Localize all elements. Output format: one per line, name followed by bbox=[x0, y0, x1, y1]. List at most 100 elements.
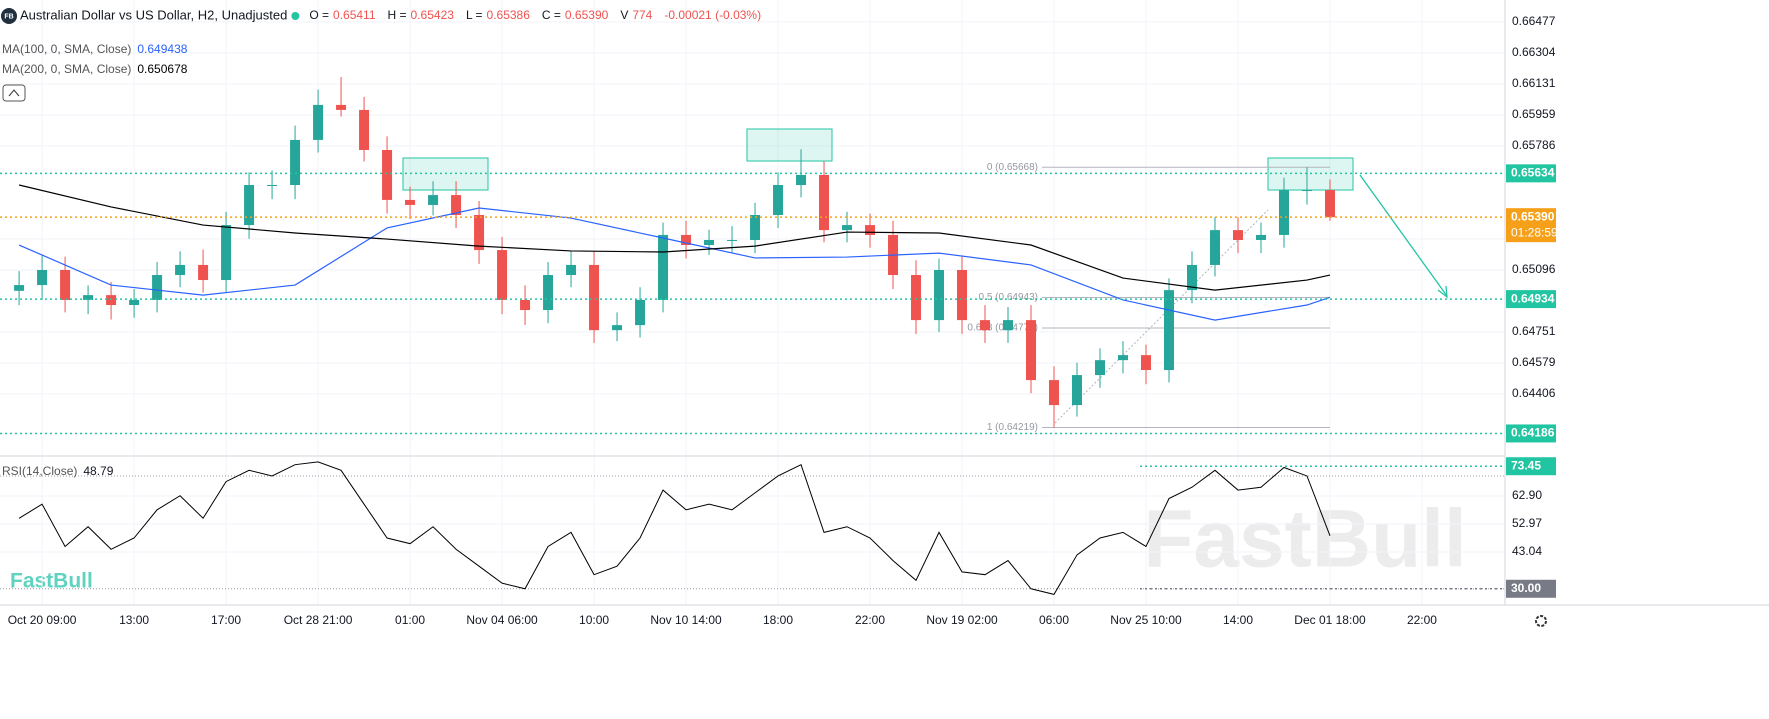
price-label-box bbox=[1506, 424, 1556, 443]
candle-body bbox=[267, 185, 278, 187]
candle-body bbox=[520, 299, 531, 311]
candle-body bbox=[773, 185, 784, 216]
fib-label: 0.5 (0.64943) bbox=[979, 292, 1039, 303]
candle-body bbox=[589, 264, 600, 331]
y-tick-label: 43.04 bbox=[1512, 544, 1542, 558]
candle-body bbox=[865, 225, 876, 235]
x-tick-label: Nov 25 10:00 bbox=[1110, 613, 1182, 627]
candle-body bbox=[290, 139, 301, 186]
legend-name: MA(200, 0, SMA, Close) bbox=[2, 62, 131, 76]
y-tick-label: 0.64579 bbox=[1512, 355, 1556, 369]
rsi-line bbox=[18, 461, 1331, 595]
price-label: 0.64186 bbox=[1511, 426, 1555, 440]
candle-body bbox=[451, 195, 462, 216]
x-tick-label: 17:00 bbox=[211, 613, 241, 627]
collapse-button[interactable] bbox=[2, 84, 26, 102]
y-tick-label: 0.65959 bbox=[1512, 107, 1556, 121]
x-tick-label: 01:00 bbox=[395, 613, 425, 627]
quote-key: O = bbox=[309, 8, 329, 22]
y-tick-label: 0.66477 bbox=[1512, 14, 1556, 28]
price-label: 30.00 bbox=[1511, 581, 1541, 595]
price-label-box bbox=[1506, 164, 1556, 183]
candle-body bbox=[405, 199, 416, 205]
x-tick-label: Nov 04 06:00 bbox=[466, 613, 538, 627]
price-label-box bbox=[1506, 290, 1556, 309]
y-tick-label: 52.97 bbox=[1512, 516, 1542, 530]
candle-body bbox=[60, 269, 71, 300]
chart-title: Australian Dollar vs US Dollar, H2, Unad… bbox=[20, 7, 287, 22]
candle-body bbox=[1026, 320, 1037, 381]
fib-label: 0.618 (0.64773) bbox=[967, 323, 1038, 334]
quote-value: 774 bbox=[632, 8, 652, 22]
candle-body bbox=[152, 275, 163, 300]
candle-body bbox=[175, 264, 186, 276]
candle-body bbox=[934, 269, 945, 321]
y-tick-label: 0.66131 bbox=[1512, 76, 1556, 90]
x-tick-label: Oct 28 21:00 bbox=[284, 613, 353, 627]
y-tick-label: 0.65786 bbox=[1512, 138, 1556, 152]
quote-key: L = bbox=[466, 8, 483, 22]
badge-text: FB bbox=[4, 13, 13, 20]
arrow-head bbox=[1437, 285, 1448, 299]
candle-body bbox=[819, 174, 830, 231]
legend-name: RSI(14,Close) bbox=[2, 464, 77, 478]
y-tick-label: 62.90 bbox=[1512, 488, 1542, 502]
legend-value: 0.650678 bbox=[137, 62, 187, 76]
candle-body bbox=[313, 104, 324, 140]
x-tick-label: 22:00 bbox=[1407, 613, 1437, 627]
brand: FastBull bbox=[10, 570, 93, 593]
forecast-arrow bbox=[1359, 174, 1448, 297]
candle-body bbox=[1232, 230, 1243, 240]
candle-body bbox=[1163, 290, 1174, 371]
candle-body bbox=[106, 295, 117, 306]
candle-body bbox=[980, 320, 991, 331]
candle-body bbox=[129, 299, 140, 306]
candle-body bbox=[566, 264, 577, 276]
x-tick-label: 10:00 bbox=[579, 613, 609, 627]
candle-body bbox=[704, 239, 715, 246]
y-tick-label: 0.64751 bbox=[1512, 324, 1556, 338]
candle-body bbox=[727, 239, 738, 241]
candle-body bbox=[1072, 375, 1083, 406]
y-tick-label: 0.66304 bbox=[1512, 45, 1556, 59]
candle-body bbox=[1324, 190, 1335, 218]
x-tick-label: 06:00 bbox=[1039, 613, 1069, 627]
plot: O = 0.65411 H = 0.65423 L = 0.65386 C = 0.65390… bbox=[0, 8, 1558, 627]
candle-body bbox=[1140, 355, 1151, 371]
quote-value: 0.65386 bbox=[487, 8, 531, 22]
candle-body bbox=[750, 215, 761, 240]
candle-body bbox=[1209, 230, 1220, 265]
candle-body bbox=[612, 325, 623, 331]
status-dot bbox=[291, 12, 300, 20]
y-tick-label: 0.64406 bbox=[1512, 386, 1556, 400]
candle-body bbox=[681, 234, 692, 246]
price-label: 0.65634 bbox=[1511, 166, 1555, 180]
candle-body bbox=[1118, 355, 1129, 361]
price-label: 0.65390 bbox=[1511, 209, 1555, 223]
x-tick-label: Dec 01 18:00 bbox=[1294, 613, 1366, 627]
watermark: FastBull bbox=[1143, 494, 1466, 585]
candle-body bbox=[428, 195, 439, 205]
settings-icon[interactable] bbox=[1535, 615, 1547, 627]
candle-body bbox=[911, 275, 922, 321]
candle-body bbox=[1278, 190, 1289, 235]
legend-value: 48.79 bbox=[83, 464, 113, 478]
price-label-box bbox=[1506, 457, 1556, 476]
quote-change: -0.00021 (-0.03%) bbox=[664, 8, 761, 22]
candle-body bbox=[336, 104, 347, 110]
price-label-box bbox=[1506, 208, 1556, 243]
x-tick-label: Nov 10 14:00 bbox=[650, 613, 722, 627]
ma-line bbox=[18, 207, 1331, 321]
x-tick-label: 14:00 bbox=[1223, 613, 1253, 627]
candle-body bbox=[198, 264, 209, 281]
candle-body bbox=[83, 295, 94, 300]
candle-body bbox=[244, 185, 255, 226]
quote-key: C = bbox=[542, 8, 561, 22]
candle-body bbox=[1255, 234, 1266, 240]
candle-body bbox=[1049, 380, 1060, 406]
candle-body bbox=[1095, 360, 1106, 376]
candle-body bbox=[658, 234, 669, 300]
candle-body bbox=[14, 285, 25, 291]
candle-body bbox=[474, 215, 485, 251]
